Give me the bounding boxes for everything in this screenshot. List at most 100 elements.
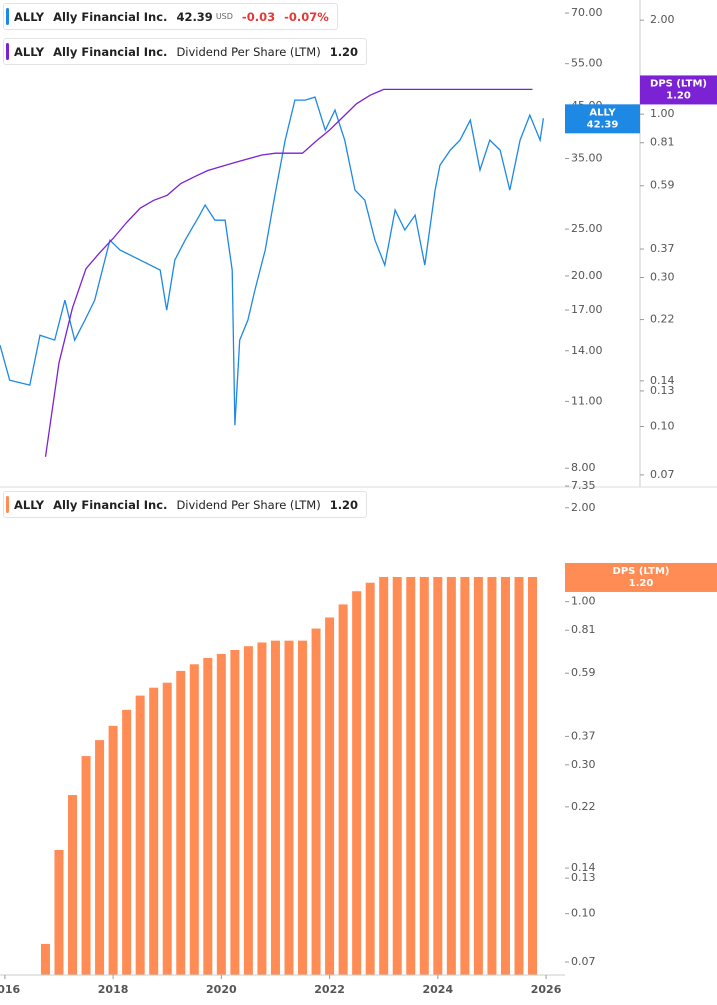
bar [352,591,362,975]
badge-value: 1.20 [629,578,654,589]
y-tick-label: 0.37 [650,242,675,255]
y-tick-label: 14.00 [571,344,603,357]
bar [81,756,91,975]
legend-entry: Dividend Per Share (LTM) [176,497,321,512]
bar [392,576,402,975]
bar [203,657,213,975]
y-tick-label: 0.07 [571,955,596,968]
last-value: 1.20 [329,44,359,59]
bar [230,650,240,975]
bar [338,604,348,975]
y-tick-label: 0.07 [650,468,675,481]
y-tick-label: 0.59 [650,179,675,192]
bar [298,640,308,975]
x-tick-label: 2026 [531,983,562,996]
bar [284,640,294,975]
bar [108,725,118,975]
change-pct: -0.07% [284,9,329,24]
last-value: 1.20 [329,497,359,512]
badge-label: ALLY [589,107,616,118]
legend: ALLY Ally Financial Inc. Dividend Per Sh… [3,491,368,518]
y-tick-label: 70.00 [571,6,603,19]
legend-entry: Ally Financial Inc. [53,9,168,24]
y-tick-label: 0.10 [571,907,596,920]
badge-label: DPS (LTM) [613,566,670,577]
ticker: ALLY [14,44,45,59]
bar [216,653,226,975]
bar [189,664,199,975]
series-line [44,88,533,457]
currency: USD [215,12,233,21]
value-badge [640,75,717,105]
bar [514,576,524,975]
company: Ally Financial Inc. [53,44,168,59]
bar [270,640,280,975]
ticker: ALLY [14,9,45,24]
legend-entry: Dividend Per Share (LTM) [176,44,321,59]
bar [95,740,105,975]
bar [325,617,335,975]
bar [243,646,253,975]
series-line [0,96,545,426]
bar [419,576,429,975]
last-price: 42.39 [176,9,213,24]
y-tick-label: 2.00 [650,13,675,26]
bar [149,687,159,975]
y-tick-label: 2.00 [571,501,596,514]
bar [473,576,483,975]
y-tick-label: 0.81 [650,136,675,149]
y-tick-label: 0.10 [650,420,675,433]
y-tick-label: 7.35 [571,479,596,492]
x-tick-label: 2016 [0,983,21,996]
x-tick-label: 2018 [98,983,129,996]
x-tick-label: 2022 [314,983,345,996]
badge-label: DPS (LTM) [650,78,707,89]
change: -0.03 [241,9,276,24]
bar [460,576,470,975]
x-tick-label: 2024 [423,983,454,996]
company: Ally Financial Inc. [53,497,168,512]
bar [528,576,538,975]
y-tick-label: 0.13 [571,871,596,884]
bar [433,576,443,975]
legend: ALLY Ally Financial Inc. Dividend Per Sh… [3,38,368,65]
value-badge [565,104,640,134]
y-tick-label: 55.00 [571,57,603,70]
badge-value: 42.39 [587,119,619,130]
y-tick-label: 0.14 [571,861,596,874]
bar [379,576,389,975]
bar [406,576,416,975]
y-tick-label: 1.00 [571,595,596,608]
bar [500,576,510,975]
bar [365,582,375,975]
badge-value: 1.20 [666,90,691,101]
bar [40,943,50,975]
y-tick-label: 8.00 [571,461,596,474]
legend-swatch [6,496,9,513]
x-tick-label: 2020 [206,983,237,996]
y-tick-label: 0.22 [650,313,675,326]
bar [176,670,186,975]
bar [311,628,321,975]
y-tick-label: 11.00 [571,394,603,407]
bar [162,682,172,975]
y-tick-label: 25.00 [571,222,603,235]
legend-swatch [6,43,9,60]
y-tick-label: 0.37 [571,729,596,742]
legend: ALLY Ally Financial Inc. 42.39 USD -0.03… [3,3,338,30]
y-tick-label: 0.81 [571,623,596,636]
y-tick-label: 0.30 [571,758,596,771]
value-badge [565,562,717,592]
y-tick-label: 0.22 [571,800,596,813]
y-tick-label: 20.00 [571,269,603,282]
legend-swatch [6,8,9,25]
bar [68,795,78,975]
bar [446,576,456,975]
bar [257,642,267,975]
y-tick-label: 1.00 [650,107,675,120]
y-tick-label: 0.30 [650,270,675,283]
y-tick-label: 0.13 [650,384,675,397]
ticker: ALLY [14,497,45,512]
